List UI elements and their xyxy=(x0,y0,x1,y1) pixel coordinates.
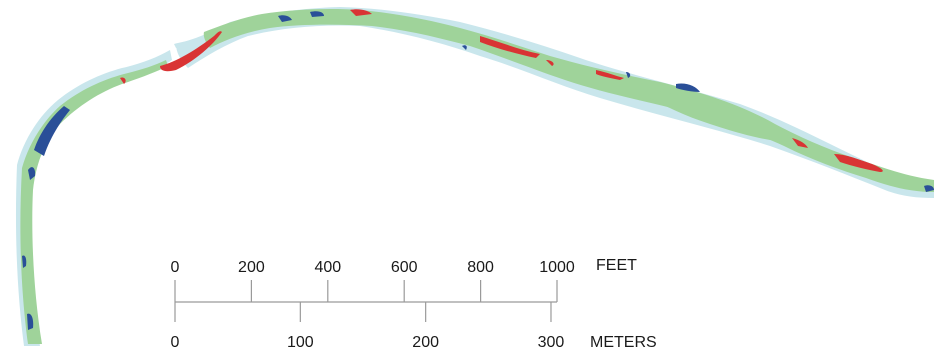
deep-patch-north-3 xyxy=(462,45,467,50)
deep-patch-north-2 xyxy=(310,11,324,17)
deep-patch-east-3 xyxy=(924,185,934,192)
deep-patch-west-lower xyxy=(28,167,36,180)
meter-tick-label: 0 xyxy=(171,334,180,348)
meter-tick-label: 100 xyxy=(287,334,314,348)
river-main-west-reach xyxy=(20,60,168,344)
deep-patch-north-1 xyxy=(278,15,292,22)
meters-unit-label: METERS xyxy=(590,334,657,348)
erosion-patch-north-2 xyxy=(480,36,540,58)
river-main-channel xyxy=(20,9,934,344)
river-margin-north-reach xyxy=(176,7,934,198)
meter-ticks: 0 100 200 300 xyxy=(171,302,565,348)
deep-water-patches xyxy=(22,11,934,330)
erosion-patch-east-2 xyxy=(792,138,808,148)
erosion-patch-north-3 xyxy=(546,60,554,66)
feet-tick-label: 1000 xyxy=(539,259,575,276)
deep-patch-west-mid xyxy=(22,255,27,268)
river-wetted-margin xyxy=(15,7,934,346)
feet-tick-label: 800 xyxy=(467,259,494,276)
erosion-patch-small-west xyxy=(120,77,126,84)
feet-tick-label: 400 xyxy=(314,259,341,276)
river-main-lower-bar xyxy=(650,90,792,142)
erosion-patch-east-1 xyxy=(596,70,624,80)
meter-tick-label: 300 xyxy=(538,334,565,348)
deep-patch-east-2 xyxy=(626,72,631,78)
erosion-patches xyxy=(120,9,883,172)
feet-ticks: 0 200 400 600 800 1000 xyxy=(171,259,575,302)
meter-tick-label: 200 xyxy=(412,334,439,348)
erosion-patch-west-bank xyxy=(160,31,222,72)
feet-tick-label: 600 xyxy=(391,259,418,276)
deep-patch-east-1 xyxy=(676,83,700,92)
feet-tick-label: 200 xyxy=(238,259,265,276)
deep-patch-west-bottom xyxy=(27,313,34,330)
feet-unit-label: FEET xyxy=(596,257,637,274)
deep-patch-west-bend xyxy=(34,106,70,156)
erosion-patch-east-3 xyxy=(834,154,883,172)
scale-bar: 0 200 400 600 800 1000 0 100 200 300 FEET METERS xyxy=(171,257,657,348)
erosion-patch-north-1 xyxy=(350,9,372,16)
river-main-north-reach xyxy=(203,9,934,192)
feet-tick-label: 0 xyxy=(171,259,180,276)
